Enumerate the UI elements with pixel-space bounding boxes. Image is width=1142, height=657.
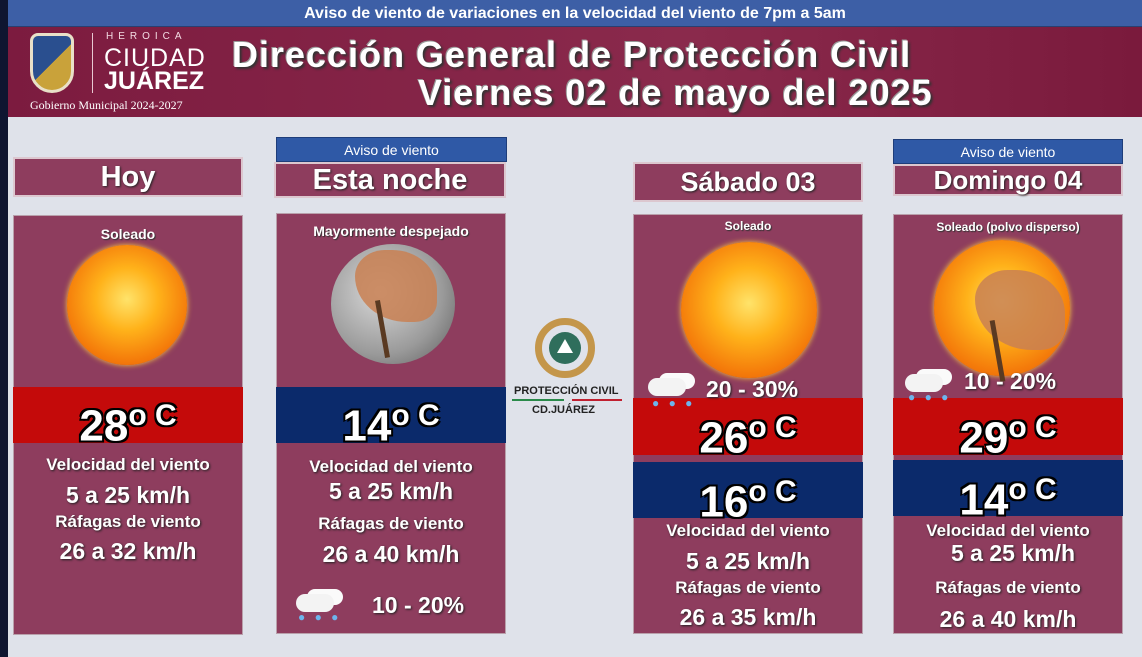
rain-drops: ● ● ● bbox=[908, 390, 952, 404]
sun-icon bbox=[67, 245, 187, 365]
low-temperature: 16o C bbox=[633, 462, 863, 527]
left-edge bbox=[0, 0, 8, 657]
logo-heroica: HEROICA bbox=[106, 31, 187, 42]
gust-speed: 26 a 35 km/h bbox=[679, 604, 817, 630]
gust-speed: 26 a 40 km/h bbox=[322, 541, 460, 567]
flag-line-green bbox=[512, 399, 564, 401]
center-logo-line2: CD.JUÁREZ bbox=[532, 404, 595, 416]
condition: Mayormente despejado bbox=[313, 223, 469, 239]
gust-speed: 26 a 32 km/h bbox=[59, 538, 197, 564]
gust-label: Ráfagas de viento bbox=[318, 514, 464, 533]
wind-speed: 5 a 25 km/h bbox=[328, 478, 454, 504]
rain-probability: 10 - 20% bbox=[964, 368, 1057, 394]
gust-label: Ráfagas de viento bbox=[675, 578, 821, 597]
condition: Soleado (polvo disperso) bbox=[936, 220, 1080, 234]
flag-line-red bbox=[572, 399, 622, 401]
sun-icon bbox=[681, 242, 817, 378]
wind-warning-tab: Aviso de viento bbox=[276, 137, 507, 162]
wind-label: Velocidad del viento bbox=[926, 521, 1090, 540]
rain-probability: 20 - 30% bbox=[706, 376, 799, 402]
logo-gobierno: Gobierno Municipal 2024-2027 bbox=[30, 98, 183, 112]
temperature: 28o C bbox=[13, 387, 243, 451]
triangle-icon bbox=[557, 339, 573, 353]
wind-label: Velocidad del viento bbox=[666, 521, 830, 540]
logo-divider bbox=[92, 33, 93, 93]
condition: Soleado bbox=[100, 226, 156, 242]
logo-ciudad: CIUDAD bbox=[104, 44, 206, 72]
page-title: Dirección General de Protección Civil bbox=[232, 34, 912, 75]
rain-probability: 10 - 20% bbox=[372, 592, 465, 618]
wind-label: Velocidad del viento bbox=[309, 457, 473, 476]
condition: Soleado bbox=[724, 219, 772, 233]
wind-speed: 5 a 25 km/h bbox=[950, 540, 1076, 566]
wind-advisory-banner: Aviso de viento de variaciones en la vel… bbox=[8, 0, 1142, 27]
rain-drops: ● ● ● bbox=[652, 396, 696, 410]
wind-speed: 5 a 25 km/h bbox=[65, 482, 191, 508]
proteccion-civil-emblem-icon bbox=[535, 318, 595, 378]
rain-cloud-icon bbox=[296, 594, 334, 612]
gust-label: Ráfagas de viento bbox=[935, 578, 1081, 597]
logo-juarez: JUÁREZ bbox=[104, 67, 205, 95]
rain-drops: ● ● ● bbox=[298, 610, 342, 624]
header bbox=[8, 27, 1142, 117]
center-logo-line1: PROTECCIÓN CIVIL bbox=[514, 385, 619, 397]
high-temperature: 29o C bbox=[893, 398, 1123, 463]
card-title-esta-noche: Esta noche bbox=[274, 162, 506, 198]
gust-speed: 26 a 40 km/h bbox=[939, 606, 1077, 632]
coat-of-arms-icon bbox=[30, 33, 74, 93]
temperature: 14o C bbox=[276, 387, 506, 451]
card-title-sabado: Sábado 03 bbox=[633, 162, 863, 202]
gust-label: Ráfagas de viento bbox=[55, 512, 201, 531]
high-temperature: 26o C bbox=[633, 398, 863, 463]
low-temperature: 14o C bbox=[893, 460, 1123, 525]
card-title-domingo: Domingo 04 bbox=[893, 164, 1123, 196]
wind-label: Velocidad del viento bbox=[46, 455, 210, 474]
page-date: Viernes 02 de mayo del 2025 bbox=[418, 72, 933, 113]
card-title-hoy: Hoy bbox=[13, 157, 243, 197]
wind-speed: 5 a 25 km/h bbox=[685, 548, 811, 574]
rain-cloud-icon bbox=[905, 374, 943, 392]
rain-cloud-icon bbox=[648, 378, 686, 396]
wind-warning-tab: Aviso de viento bbox=[893, 139, 1123, 164]
